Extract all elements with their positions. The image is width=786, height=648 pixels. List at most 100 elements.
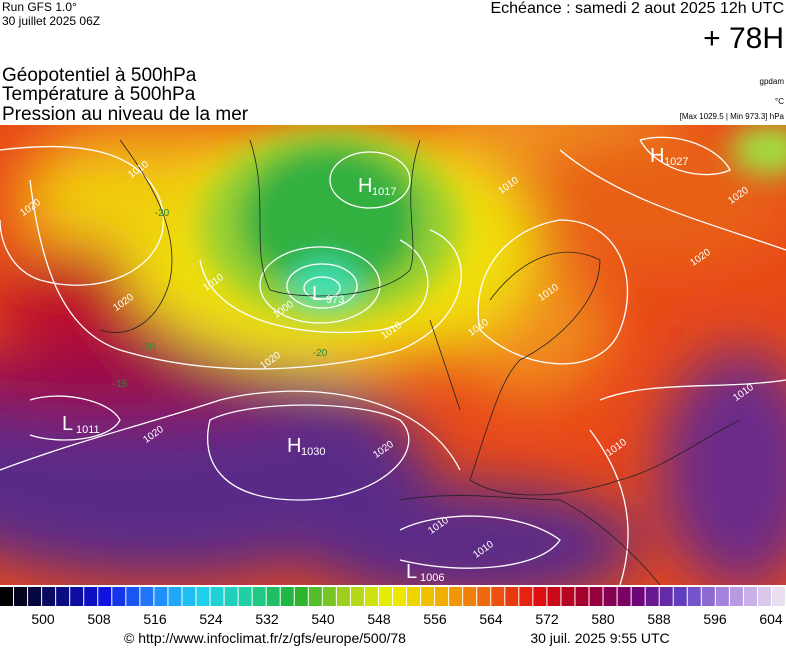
colorbar-swatch [491,587,505,606]
colorbar-swatch [350,587,364,606]
field-blob [290,260,360,310]
colorbar-tick-label: 532 [255,611,279,627]
colorbar-tick-label: 508 [87,611,111,627]
temperature-labels: -20 -20 -20 -15 [113,208,328,390]
colorbar-swatch [70,587,84,606]
colorbar-swatch [533,587,547,606]
colorbar-swatch [238,587,252,606]
unit-geopotential: gpdam [760,77,785,86]
isobar [477,219,628,365]
coastline [429,251,741,496]
colorbar-tick-label: 556 [423,611,447,627]
isobar [29,395,121,441]
colorbar-swatch [252,587,266,606]
colorbar-swatch [463,587,477,606]
map: 1010102010201010100010101020102010201010… [0,125,786,585]
isobar [29,179,462,370]
field-core [200,125,786,320]
coastline [249,139,421,297]
colorbar-tick-label: 516 [143,611,167,627]
colorbar [0,587,785,606]
colorbar-swatch [505,587,519,606]
isobar [199,239,429,334]
colorbar-tick-label: 540 [311,611,335,627]
colorbar-swatch [126,587,140,606]
colorbar-tick-label: 596 [703,611,727,627]
isobar [206,404,410,501]
temperature-label: -20 [155,208,170,219]
field-blob [0,340,320,420]
colorbar-swatch [56,587,70,606]
temperature-label: -15 [113,379,128,390]
colorbar-swatch [140,587,154,606]
colorbar-swatch [182,587,196,606]
field-blob [730,125,786,175]
valid-time: Echéance : samedi 2 aout 2025 12h UTC [490,0,784,17]
colorbar-swatch [168,587,182,606]
colorbar-swatch [378,587,392,606]
coastline [399,495,661,585]
colorbar-ticks: 500 508 516 524 532 540 548 556 564 572 580 588 596 6… [31,611,783,627]
field-blob [300,485,640,585]
colorbar-swatch [757,587,771,606]
isobar [259,246,381,324]
colorbar-swatch [280,587,294,606]
pressure-range: [Max 1029.5 | Min 973.3] hPa [680,112,785,121]
coastlines [99,139,741,585]
center-pressure: 1030 [301,446,325,458]
colorbar-swatch [0,587,14,606]
center-letter: H [358,175,372,197]
colorbar-swatch [477,587,491,606]
field-blob [30,155,210,245]
isobar [639,136,731,176]
colorbar-swatch [687,587,701,606]
unit-temperature: °C [775,97,784,106]
isobars [0,136,786,585]
isobar [0,390,461,471]
colorbar-swatch [729,587,743,606]
generated-time: 30 juil. 2025 9:55 UTC [530,630,669,646]
center-letter: H [287,435,301,457]
colorbar-swatch [98,587,112,606]
colorbar-swatch [603,587,617,606]
colorbar-swatch [364,587,378,606]
colorbar-swatch [519,587,533,606]
field-label: Pression au niveau de la mer [2,104,249,125]
center-letter: L [62,413,73,435]
isobar [286,263,358,309]
colorbar-swatch [28,587,42,606]
colorbar-swatch [449,587,463,606]
center-pressure: 1017 [372,186,396,198]
isobar [329,151,411,209]
colorbar-swatch [631,587,645,606]
field-blob [520,130,786,270]
colorbar-swatch [336,587,350,606]
colorbar-tick-label: 548 [367,611,391,627]
colorbar-swatch [743,587,757,606]
colorbar-swatch [589,587,603,606]
colorbar-tick-label: 588 [647,611,671,627]
source-url: © http://www.infoclimat.fr/z/gfs/europe/… [124,630,406,646]
field-blob [660,350,786,585]
center-pressure: 1011 [76,424,100,436]
isobar [599,379,786,401]
field-blob [240,145,420,295]
center-pressure: 1027 [664,156,688,168]
center-letter: L [406,561,417,583]
colorbar-tick-label: 572 [535,611,559,627]
colorbar-tick-label: 524 [199,611,223,627]
colorbar-swatch [617,587,631,606]
colorbar-swatch [659,587,673,606]
colorbar-swatch [112,587,126,606]
colorbar-swatch [407,587,421,606]
colorbar-swatch [14,587,28,606]
colorbar-swatch [435,587,449,606]
colorbar-tick-label: 604 [759,611,783,627]
lead-time: + 78H [703,22,784,55]
coastline [99,139,173,333]
isobar [589,429,629,585]
center-pressure: 1006 [420,572,444,584]
